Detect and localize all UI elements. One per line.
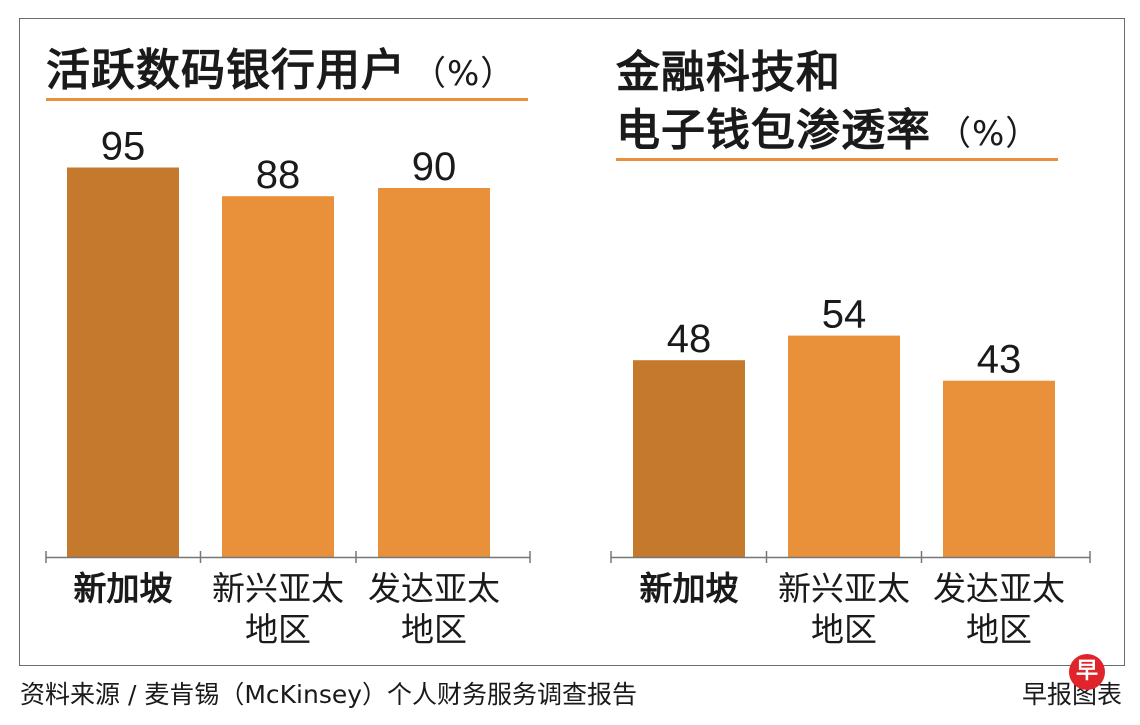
- chart-1-category-singapore: 新加坡: [73, 569, 173, 608]
- chart-2-category-singapore: 新加坡: [639, 569, 739, 608]
- chart-2-value-label-1: 48: [667, 317, 712, 361]
- chart-1-category-emerging-apac: 新兴亚太 地区: [212, 569, 344, 649]
- chart-1-title-underline: [46, 98, 528, 101]
- chart-1-value-label-3: 90: [412, 145, 457, 189]
- chart-2-bar-2: [788, 335, 900, 557]
- chart-2-title-underline: [616, 158, 1058, 161]
- zaobao-logo-icon: 早: [1069, 654, 1105, 690]
- chart-1-bar-2: [222, 196, 334, 557]
- chart-credit: 早报图表: [1021, 680, 1122, 709]
- chart-1-bar-1: [67, 167, 179, 557]
- chart-1-bar-3: [378, 188, 490, 557]
- chart-2-category-developed-apac: 发达亚太 地区: [933, 569, 1065, 649]
- chart-2-value-label-2: 54: [822, 293, 867, 337]
- chart-1-title: 活跃数码银行用户 （%）: [46, 44, 515, 101]
- chart-2-title: 电子钱包渗透率 （%）: [616, 104, 1040, 161]
- chart-1-value-label-2: 88: [256, 153, 301, 197]
- chart-1-value-label-1: 95: [101, 125, 146, 169]
- chart-1-category-developed-apac: 发达亚太 地区: [368, 569, 500, 649]
- chart-2-category-emerging-apac: 新兴亚太 地区: [778, 569, 910, 649]
- source-note: 资料来源 / 麦肯锡（McKinsey）个人财务服务调查报告: [20, 680, 638, 709]
- chart-1-title-text: 活跃数码银行用户: [46, 45, 406, 96]
- chart-2-bar-3: [943, 380, 1055, 557]
- chart-2-unit: （%）: [937, 114, 1041, 154]
- chart-2-title-line-1: 金融科技和: [616, 47, 841, 98]
- chart-2-bar-1: [633, 360, 745, 557]
- chart-2-title-text: 电子钱包渗透率: [616, 105, 931, 156]
- chart-2-value-label-3: 43: [977, 338, 1022, 382]
- chart-1-unit: （%）: [412, 54, 516, 94]
